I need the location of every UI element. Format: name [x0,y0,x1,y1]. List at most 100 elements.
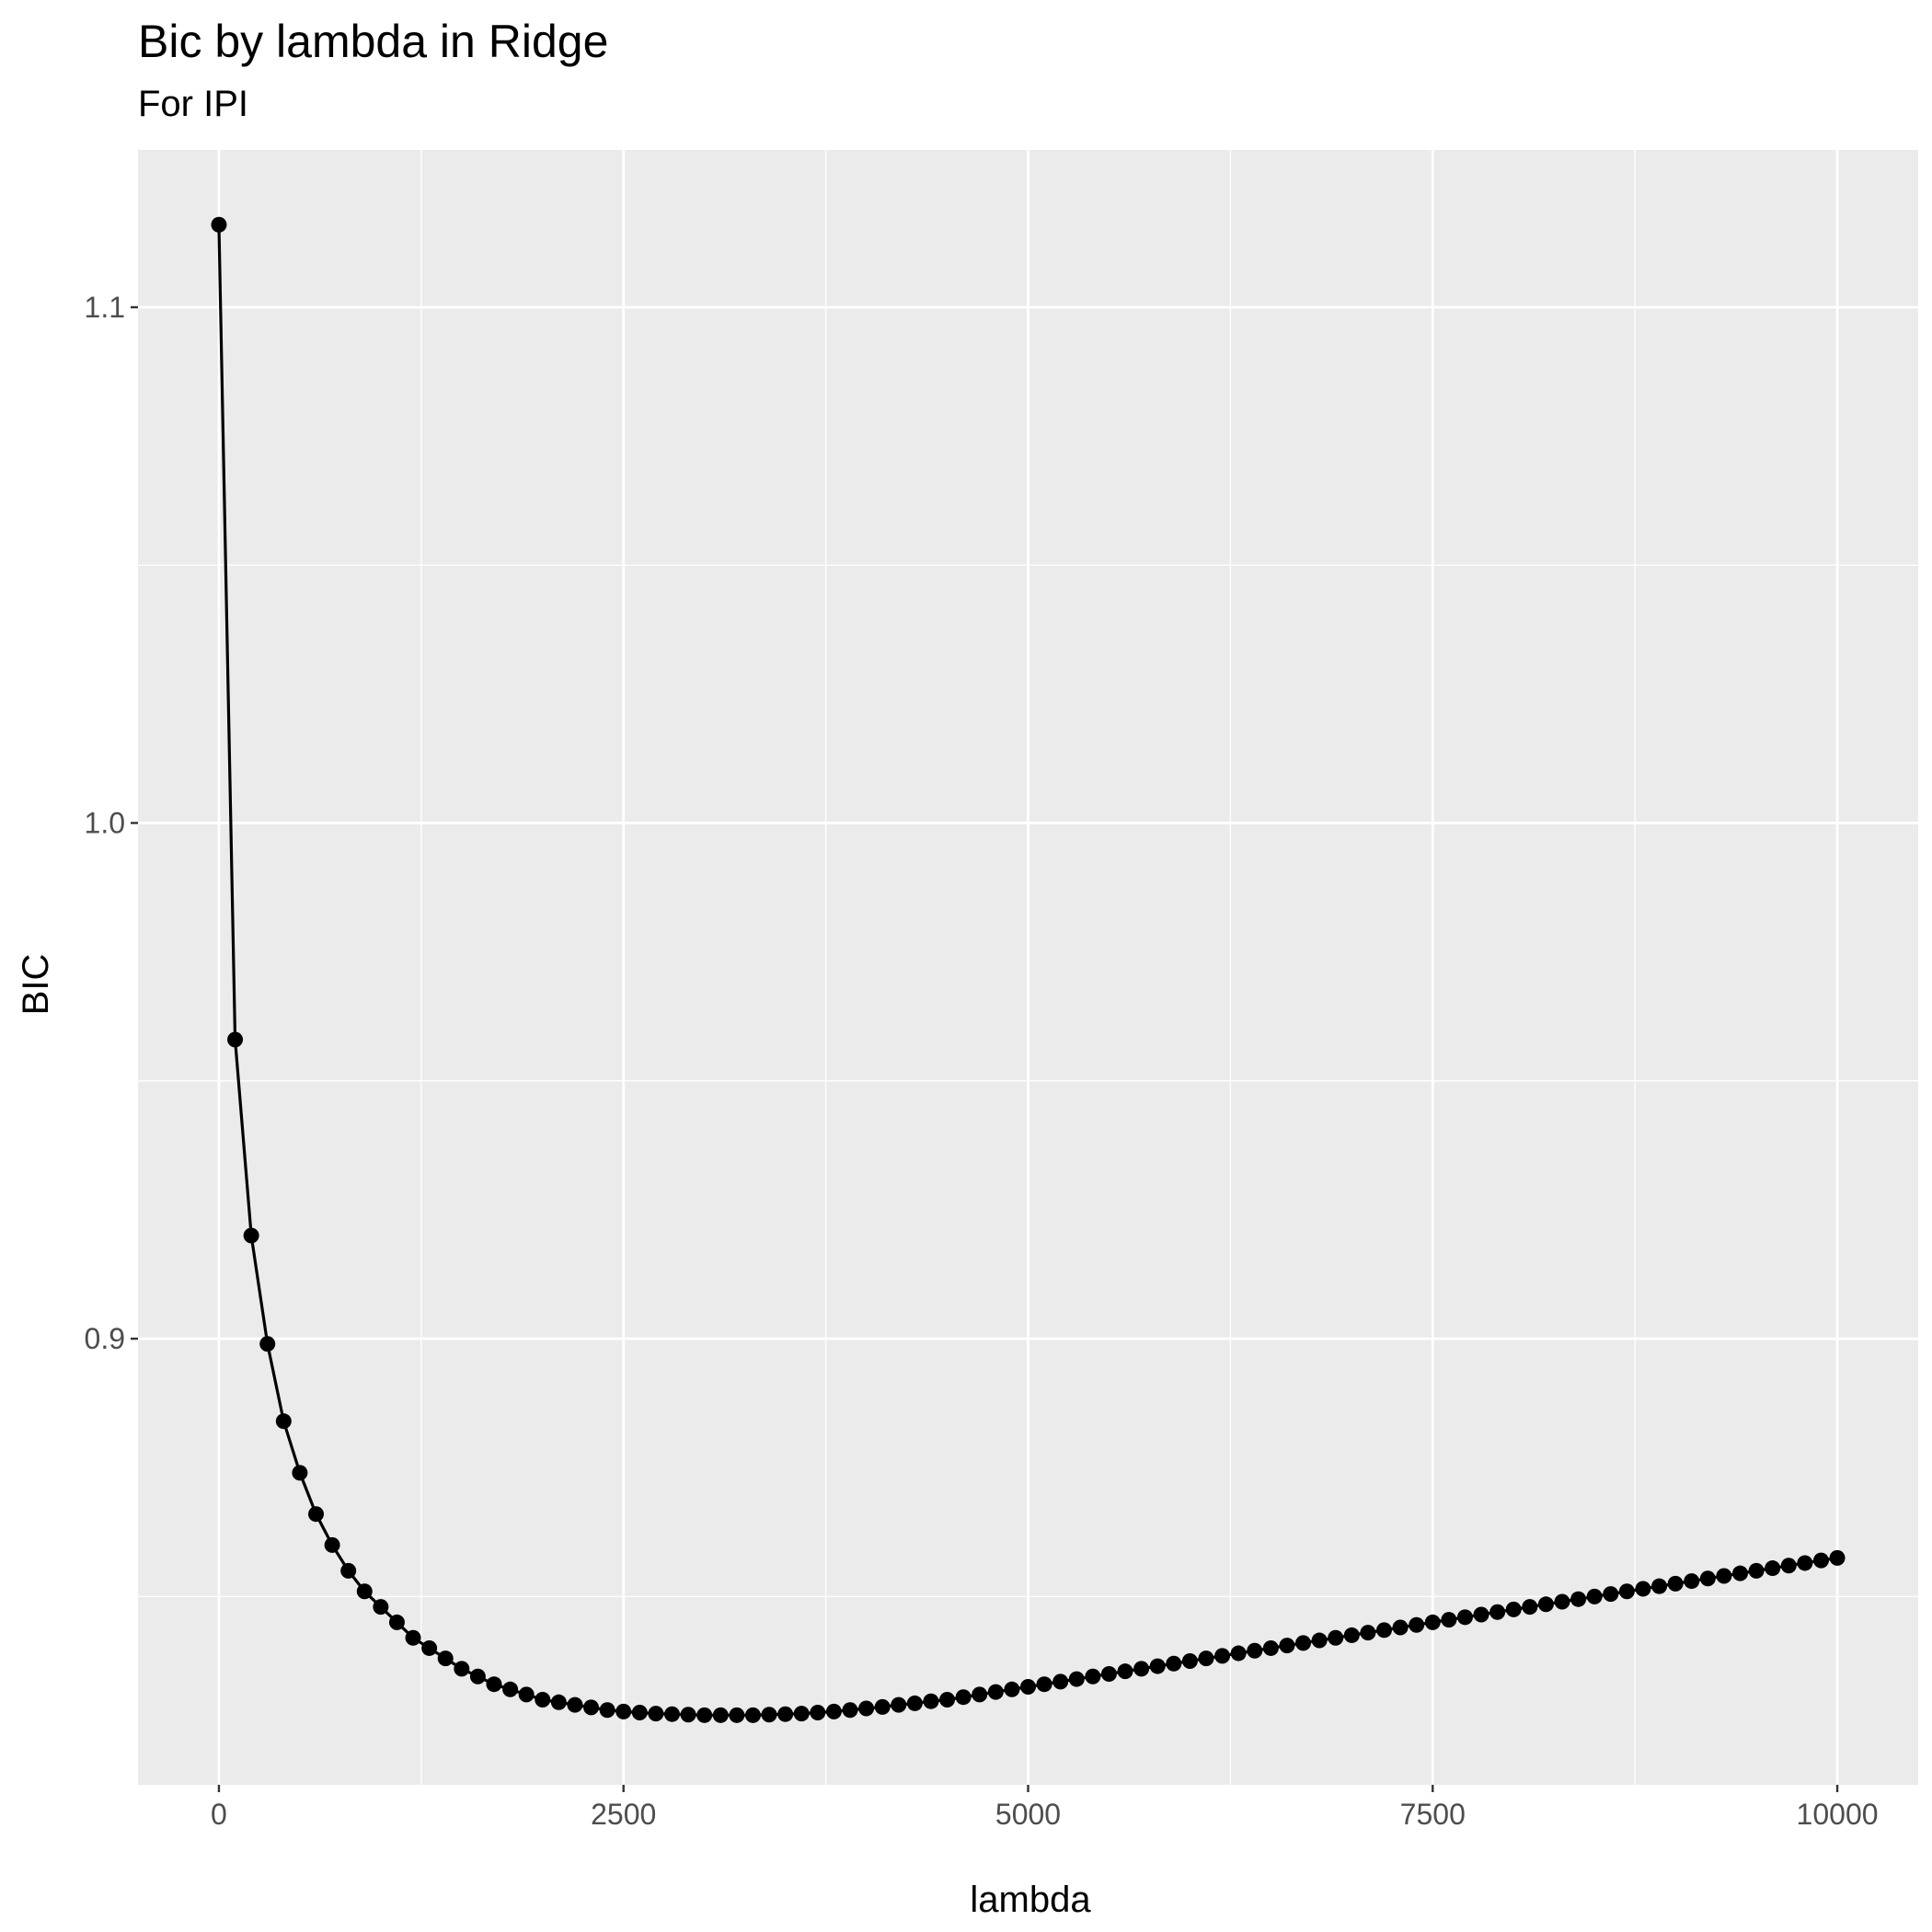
data-point [1100,1665,1117,1682]
data-point [1198,1650,1214,1667]
data-point [1247,1642,1263,1659]
data-point [1667,1575,1684,1592]
data-point [1117,1663,1133,1680]
data-point [615,1703,632,1719]
x-tick-label: 7500 [1400,1798,1466,1831]
axes: 0 2500 5000 7500 10000 0.9 1.0 1.1 [85,291,1879,1831]
data-point [550,1694,567,1710]
data-point [631,1705,648,1721]
data-point [987,1684,1004,1700]
data-point [972,1686,988,1703]
data-point [1085,1668,1101,1685]
data-point [955,1689,972,1706]
data-point [421,1639,438,1656]
data-point [1473,1606,1489,1623]
x-tick-label: 2500 [591,1798,656,1831]
data-point [567,1696,583,1713]
data-point [1489,1604,1506,1620]
data-point [599,1702,615,1719]
data-point [729,1707,745,1723]
data-point [454,1661,470,1677]
data-point [874,1698,891,1715]
data-point [1068,1671,1085,1687]
data-point [1456,1609,1473,1626]
data-point [842,1702,858,1719]
data-point [1699,1570,1716,1587]
data-point [292,1465,308,1481]
data-point [680,1707,696,1723]
data-point [211,216,227,233]
data-point [486,1676,502,1693]
data-point [1748,1562,1765,1579]
data-point [1036,1676,1052,1693]
x-tick-label: 5000 [995,1798,1061,1831]
data-point [583,1699,600,1716]
data-point [1311,1632,1328,1649]
data-point [1052,1673,1069,1690]
data-point [243,1227,259,1244]
data-point [1780,1558,1797,1574]
data-point [777,1706,794,1722]
data-point [1409,1616,1425,1633]
data-point [1537,1596,1554,1613]
data-point [648,1706,664,1722]
x-tick-label: 0 [211,1798,227,1831]
data-point [1765,1560,1781,1577]
data-point [1522,1599,1538,1616]
y-tick-label: 1.0 [85,807,125,840]
data-point [810,1705,826,1721]
major-gridlines [138,150,1918,1785]
data-point [405,1629,421,1646]
data-point [373,1599,389,1616]
x-tick-label: 10000 [1797,1798,1879,1831]
data-point [502,1681,519,1697]
data-point [1279,1638,1295,1654]
data-point [1570,1591,1587,1607]
x-axis-title: lambda [970,1880,1091,1920]
data-point [275,1413,292,1430]
data-point [761,1707,777,1723]
data-point [1214,1648,1231,1664]
data-point [1505,1601,1522,1617]
data-point [744,1707,761,1723]
data-point [1295,1635,1312,1651]
data-point [1684,1573,1700,1590]
data-point [324,1536,340,1553]
data-point [1618,1583,1635,1600]
data-point [1829,1549,1846,1566]
data-point [1149,1658,1166,1674]
data-point [1797,1555,1813,1571]
data-point [308,1506,324,1523]
data-point [1732,1565,1748,1581]
data-point [825,1703,842,1719]
data-point [1133,1661,1150,1677]
data-point [1376,1622,1392,1639]
data-point [535,1692,551,1708]
data-point [1004,1681,1020,1697]
data-point [1812,1552,1829,1569]
data-point [858,1700,875,1717]
data-point [1635,1581,1651,1597]
data-point [891,1696,907,1713]
data-point [1441,1612,1457,1628]
data-point [1020,1678,1036,1695]
data-point [356,1583,373,1600]
data-point [939,1692,956,1708]
data-point [1716,1568,1732,1584]
data-point [923,1693,939,1709]
y-tick-label: 0.9 [85,1322,125,1355]
data-point [259,1336,276,1352]
data-point [1586,1588,1603,1604]
chart-title: Bic by lambda in Ridge [138,16,608,67]
data-point [906,1695,923,1711]
y-axis-title: BIC [16,954,56,1016]
data-point [1554,1593,1570,1610]
chart-subtitle: For IPI [138,84,248,124]
data-point [469,1668,486,1685]
data-point [1603,1586,1619,1603]
data-point [1262,1639,1279,1656]
data-point [1392,1619,1409,1636]
data-point [340,1562,357,1579]
data-point [1181,1652,1198,1669]
